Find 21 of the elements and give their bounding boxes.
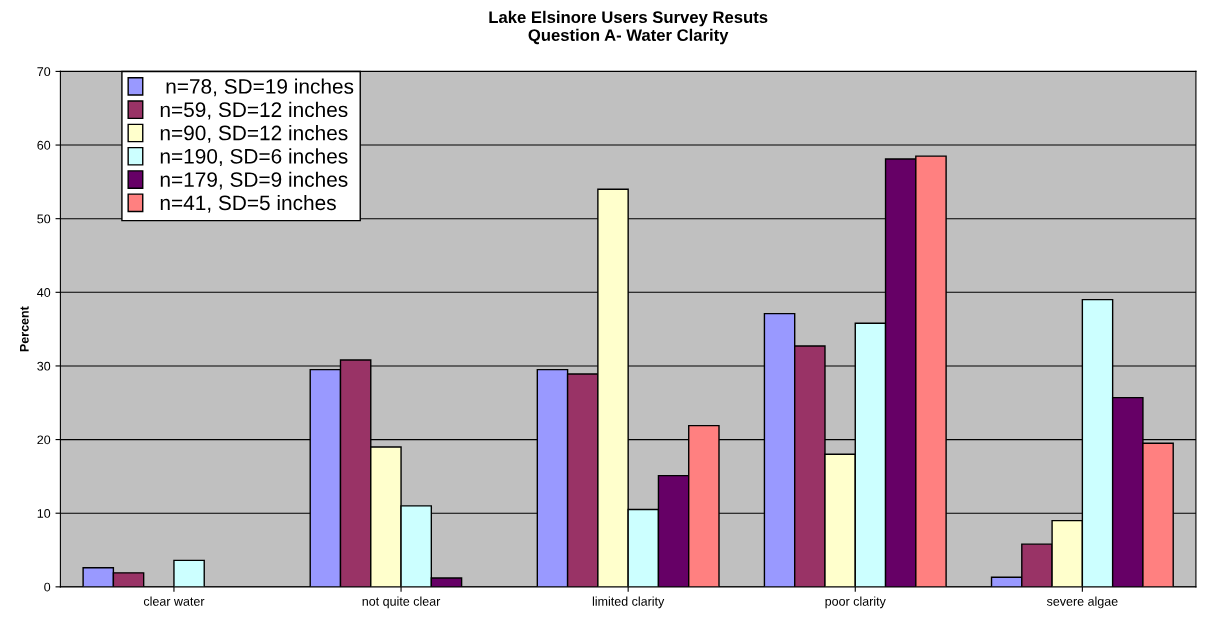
legend-label: n=78, SD=19 inches: [166, 78, 354, 97]
chart-title: Lake Elsinore Users Survey Resuts Question A- Water Clarity: [489, 10, 768, 45]
legend-label: n=190, SD=6 inches: [160, 148, 348, 167]
legend-label: n=179, SD=9 inches: [160, 171, 348, 190]
legend-label: n=41, SD=5 inches: [160, 194, 336, 213]
x-tick-label: poor clarity: [825, 596, 886, 609]
y-tick-label: 30: [37, 361, 51, 371]
y-tick-label: 70: [37, 67, 51, 77]
x-tick-label: not quite clear: [362, 596, 441, 609]
legend-label: n=59, SD=12 inches: [160, 101, 348, 120]
x-tick-label: severe algae: [1046, 596, 1118, 609]
y-tick-label: 20: [37, 435, 51, 445]
x-tick-label: limited clarity: [592, 596, 665, 609]
y-tick-label: 50: [37, 214, 51, 224]
y-tick-label: 40: [37, 288, 51, 297]
y-axis-title: Percent: [20, 306, 29, 352]
y-tick-label: 10: [37, 509, 51, 518]
y-tick-label: 0: [44, 582, 51, 592]
legend-label: n=90, SD=12 inches: [160, 125, 348, 143]
x-tick-label: clear water: [143, 596, 205, 606]
y-tick-label: 60: [37, 140, 51, 150]
